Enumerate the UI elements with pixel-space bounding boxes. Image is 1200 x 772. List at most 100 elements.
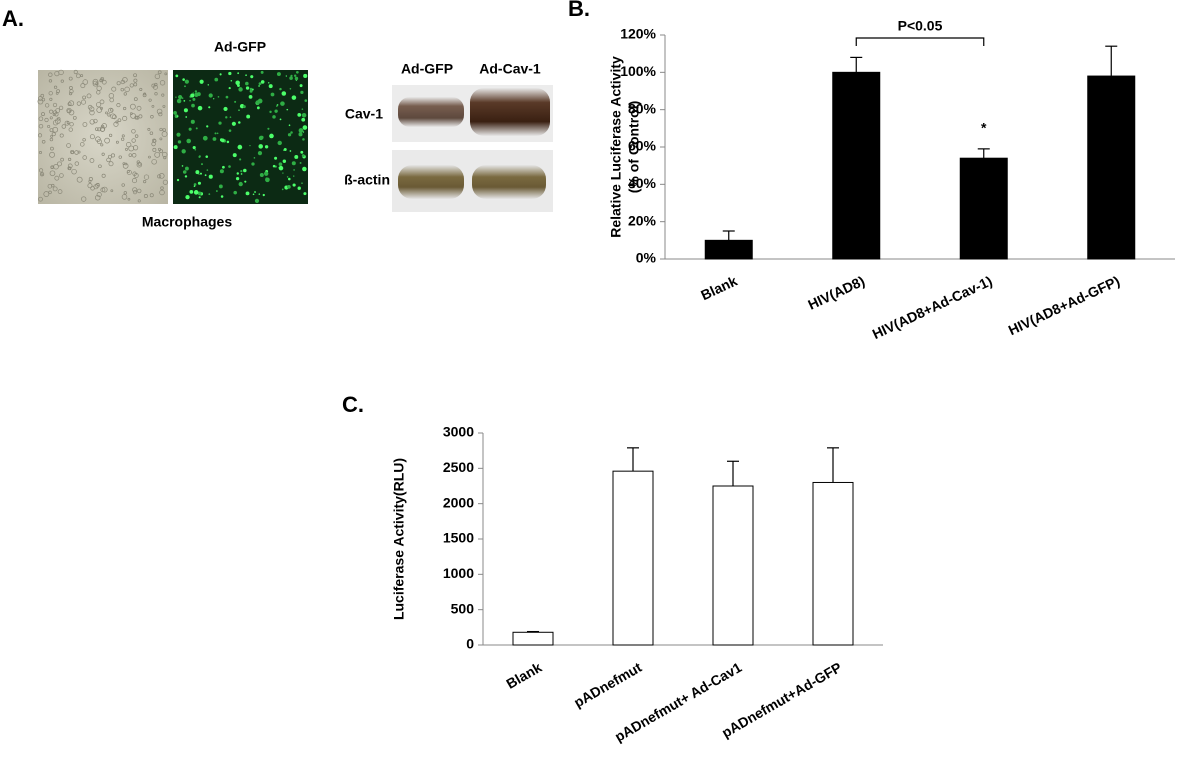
cell xyxy=(52,102,58,108)
cell xyxy=(41,112,45,116)
gfp-cell xyxy=(184,85,186,88)
cell xyxy=(122,115,128,121)
y-tick-label: 500 xyxy=(451,600,475,616)
cell xyxy=(89,134,95,140)
gfp-cell xyxy=(269,110,272,114)
cell xyxy=(162,179,168,185)
gfp-cell xyxy=(286,176,289,178)
gfp-cell xyxy=(283,148,287,151)
cell xyxy=(49,97,53,101)
gfp-cell xyxy=(205,155,209,158)
cell xyxy=(130,113,136,119)
gfp-cell xyxy=(293,74,297,77)
panel-label: C. xyxy=(342,392,364,417)
gfp-cell xyxy=(228,71,232,76)
bar xyxy=(812,481,854,646)
gfp-cell xyxy=(281,91,287,96)
cell xyxy=(143,194,148,199)
cell xyxy=(106,157,111,163)
cell xyxy=(49,151,55,158)
gfp-cell xyxy=(183,108,188,113)
cell xyxy=(133,97,138,102)
cell xyxy=(157,147,162,152)
gfp-cell xyxy=(177,140,182,144)
cell xyxy=(126,141,132,148)
cell xyxy=(143,180,147,184)
cell xyxy=(125,147,128,151)
cell xyxy=(101,79,107,85)
cell xyxy=(76,176,83,183)
gfp-cell xyxy=(176,98,182,104)
x-tick-label: Blank xyxy=(698,272,740,303)
y-tick-label: 80% xyxy=(628,100,657,116)
cell xyxy=(129,112,133,115)
gfp-cell xyxy=(260,135,264,140)
gfp-cell xyxy=(234,100,237,103)
gfp-cell xyxy=(289,150,292,152)
cell xyxy=(147,127,151,131)
cell xyxy=(131,153,137,158)
gfp-cell xyxy=(229,116,232,118)
cell xyxy=(82,155,87,160)
cell xyxy=(43,191,50,197)
y-tick-label: 0 xyxy=(466,636,474,652)
cell xyxy=(95,102,102,108)
y-tick-label: 1000 xyxy=(443,565,474,581)
cell xyxy=(41,139,46,144)
cell xyxy=(136,188,142,194)
gfp-cell xyxy=(248,95,253,99)
cell xyxy=(149,131,154,135)
gfp-cell xyxy=(214,132,217,135)
cell xyxy=(60,79,64,83)
cell xyxy=(86,93,92,99)
cell xyxy=(94,194,101,201)
gfp-cell xyxy=(291,95,297,100)
cell xyxy=(117,118,122,123)
y-axis-label: Luciferase Activity(RLU) xyxy=(391,458,407,620)
gfp-cell xyxy=(193,183,197,186)
cell xyxy=(95,136,101,142)
cell xyxy=(51,132,56,137)
cell xyxy=(154,92,158,96)
cell xyxy=(161,93,165,97)
cell xyxy=(142,93,147,98)
cell xyxy=(56,89,61,93)
cell xyxy=(95,127,99,131)
y-tick-label: 60% xyxy=(628,138,657,154)
cell xyxy=(87,104,93,110)
cell xyxy=(129,83,134,88)
cell xyxy=(133,82,138,87)
gfp-cell xyxy=(279,118,282,121)
cell xyxy=(131,138,136,143)
cell xyxy=(99,79,103,83)
gfp-cell xyxy=(220,195,224,198)
gfp-cell xyxy=(236,172,239,175)
gfp-cell xyxy=(282,159,287,164)
gfp-cell xyxy=(302,138,305,141)
cell xyxy=(164,72,168,76)
cell xyxy=(68,127,73,132)
blot-column: Ad-GFP xyxy=(401,61,453,77)
cell xyxy=(108,93,115,99)
cell xyxy=(48,79,53,83)
cell xyxy=(55,108,61,113)
cell xyxy=(50,134,54,138)
cell xyxy=(154,151,161,158)
gfp-cell xyxy=(257,151,263,156)
gfp-cell xyxy=(256,106,260,110)
cell xyxy=(89,109,95,116)
blot-row: ß-actin xyxy=(344,172,390,188)
image-title: Ad-GFP xyxy=(214,39,266,55)
y-tick-label: 2000 xyxy=(443,494,474,510)
gfp-cell xyxy=(208,93,213,98)
gfp-cell xyxy=(254,198,260,203)
cell xyxy=(110,108,114,112)
gfp-cell xyxy=(201,163,203,166)
gfp-cell xyxy=(288,177,291,181)
cell xyxy=(89,158,95,163)
gfp-cell xyxy=(176,132,181,137)
cell xyxy=(107,113,111,117)
cell xyxy=(68,76,73,81)
y-axis-label: Relative Luciferase Activity xyxy=(608,56,624,238)
